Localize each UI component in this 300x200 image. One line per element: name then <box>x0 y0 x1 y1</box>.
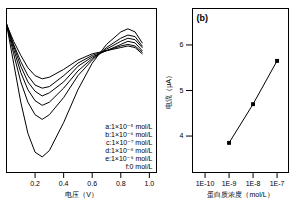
svg-text:1.0: 1.0 <box>144 180 154 187</box>
svg-text:b:1×10⁻⁶ mol/L: b:1×10⁻⁶ mol/L <box>105 131 152 138</box>
svg-text:0.8: 0.8 <box>116 180 126 187</box>
svg-text:a:1×10⁻⁵ mol/L: a:1×10⁻⁵ mol/L <box>105 123 152 130</box>
svg-text:电流（μA）: 电流（μA） <box>165 72 173 109</box>
svg-text:1E-9: 1E-9 <box>222 180 237 187</box>
svg-text:(b): (b) <box>197 13 209 23</box>
svg-text:1E-8: 1E-8 <box>246 180 261 187</box>
svg-text:0.6: 0.6 <box>87 180 97 187</box>
svg-text:1E-7: 1E-7 <box>270 180 285 187</box>
svg-text:d:1×10⁻⁸ mol/L: d:1×10⁻⁸ mol/L <box>105 147 152 154</box>
svg-text:0.4: 0.4 <box>59 180 69 187</box>
svg-text:6: 6 <box>180 41 184 48</box>
svg-text:c:1×10⁻⁷ mol/L: c:1×10⁻⁷ mol/L <box>106 139 153 146</box>
svg-text:4: 4 <box>180 132 184 139</box>
svg-text:f:0 mol/L: f:0 mol/L <box>126 163 153 170</box>
svg-text:e:1×10⁻⁹ mol/L: e:1×10⁻⁹ mol/L <box>105 155 152 162</box>
svg-text:5: 5 <box>180 87 184 94</box>
svg-text:蛋白质浓度（mol/L）: 蛋白质浓度（mol/L） <box>207 191 273 199</box>
svg-text:0.2: 0.2 <box>30 180 40 187</box>
svg-text:1E-10: 1E-10 <box>196 180 215 187</box>
svg-text:电压（V）: 电压（V） <box>65 191 98 199</box>
